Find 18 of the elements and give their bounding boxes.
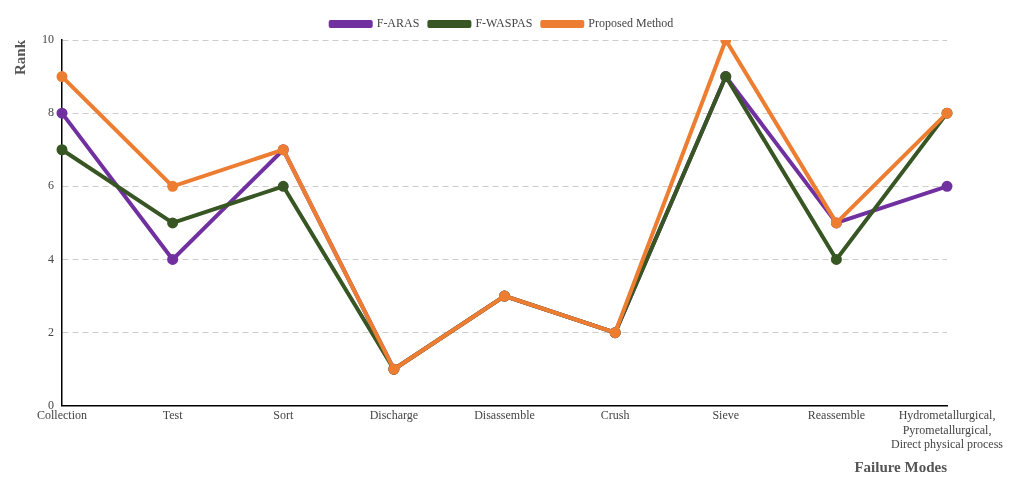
x-tick-label: Hydrometallurgical, Pyrometallurgical, Direct physical process (891, 408, 1004, 451)
y-tick-label: 8 (48, 105, 54, 120)
x-tick-label: Sort (273, 408, 294, 423)
legend-label: Proposed Method (588, 16, 674, 31)
x-axis-title: Failure Modes (854, 458, 948, 475)
y-tick-label: 4 (48, 251, 54, 266)
legend-label: F-WASPAS (475, 16, 533, 31)
y-tick-label: 2 (48, 324, 54, 339)
legend-label: F-ARAS (376, 16, 420, 31)
y-tick-label: 10 (42, 32, 54, 47)
y-axis-title: Rank (11, 39, 28, 76)
x-tick-label: Sieve (712, 408, 740, 423)
x-tick-label: Reassemble (807, 408, 866, 423)
x-tick-label: Discharge (369, 408, 419, 423)
y-tick-label: 6 (48, 178, 54, 193)
x-tick-label: Disassemble (474, 408, 535, 423)
x-tick-label: Test (162, 408, 184, 423)
x-tick-label: Crush (600, 408, 630, 423)
